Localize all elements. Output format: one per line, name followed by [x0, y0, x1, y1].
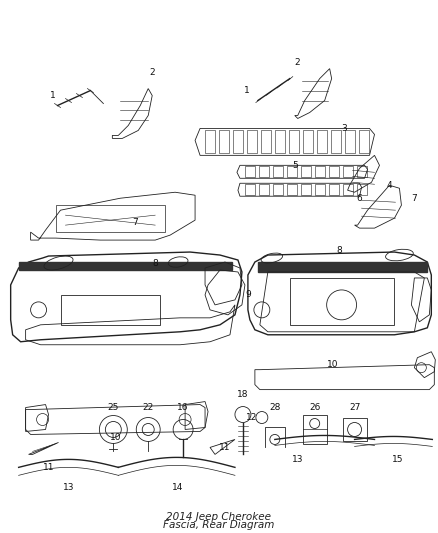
Text: 7: 7: [132, 217, 138, 227]
Text: 9: 9: [245, 290, 251, 300]
Text: 26: 26: [309, 403, 320, 412]
Text: Fascia, Rear Diagram: Fascia, Rear Diagram: [163, 520, 275, 530]
Text: 4: 4: [387, 181, 392, 190]
Text: 11: 11: [219, 443, 231, 452]
Text: 10: 10: [327, 360, 339, 369]
Text: 27: 27: [349, 403, 360, 412]
Text: 13: 13: [292, 455, 304, 464]
Text: 1: 1: [49, 91, 55, 100]
Text: 22: 22: [143, 403, 154, 412]
Text: 28: 28: [269, 403, 280, 412]
Text: 2: 2: [294, 58, 300, 67]
Text: 10: 10: [110, 433, 121, 442]
Text: 5: 5: [292, 161, 298, 170]
Text: 7: 7: [412, 193, 417, 203]
Text: 8: 8: [337, 246, 343, 255]
Text: 2014 Jeep Cherokee: 2014 Jeep Cherokee: [166, 512, 272, 522]
Text: 6: 6: [357, 193, 362, 203]
Text: 13: 13: [63, 483, 74, 492]
Text: 8: 8: [152, 259, 158, 268]
Text: 3: 3: [342, 124, 347, 133]
Text: 15: 15: [392, 455, 403, 464]
Text: 12: 12: [246, 413, 258, 422]
Text: 11: 11: [43, 463, 54, 472]
Polygon shape: [19, 262, 232, 270]
Text: 18: 18: [237, 390, 249, 399]
Polygon shape: [258, 262, 427, 272]
Text: 2: 2: [149, 68, 155, 77]
Text: 1: 1: [244, 86, 250, 95]
Text: 14: 14: [173, 483, 184, 492]
Text: 16: 16: [177, 403, 189, 412]
Text: 25: 25: [108, 403, 119, 412]
